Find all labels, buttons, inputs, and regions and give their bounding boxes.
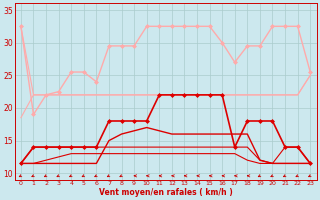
X-axis label: Vent moyen/en rafales ( km/h ): Vent moyen/en rafales ( km/h ) bbox=[99, 188, 232, 197]
